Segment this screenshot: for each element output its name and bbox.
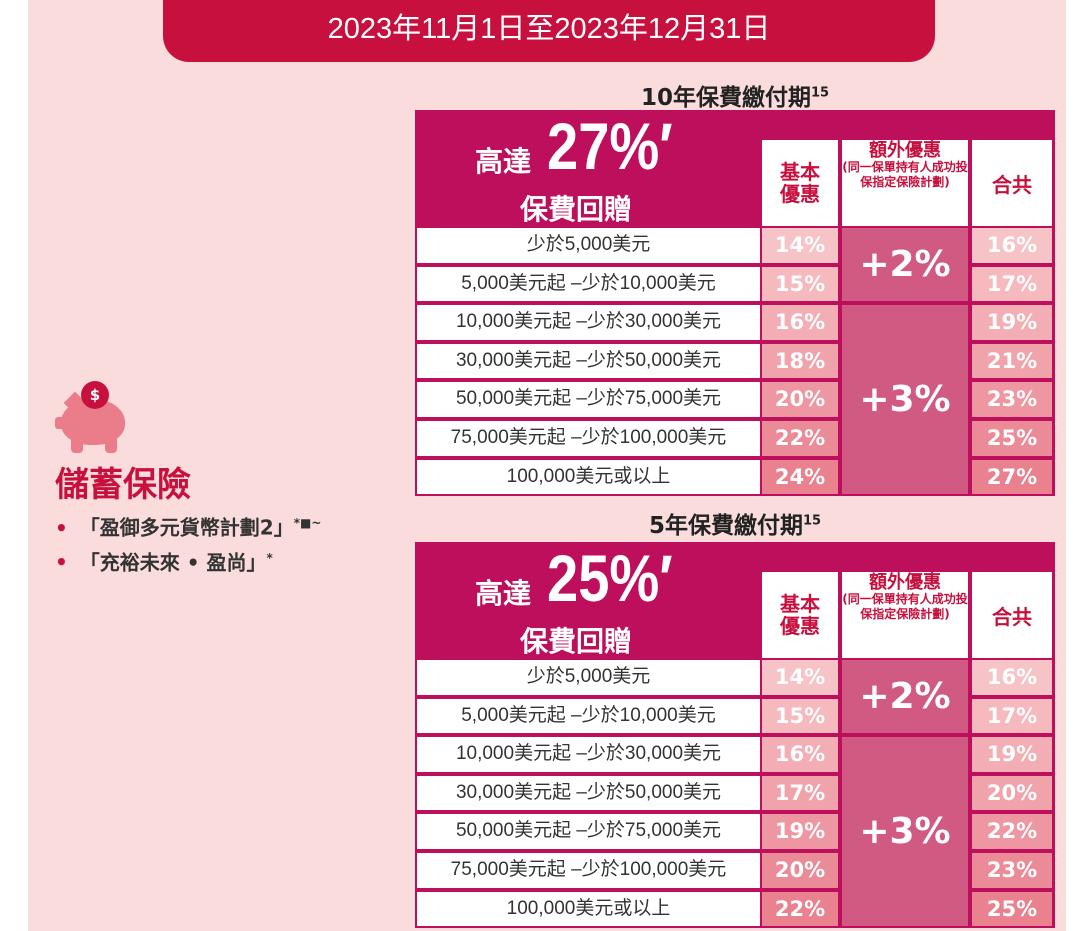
table-row: 50,000美元起 –少於75,000美元 20% 23% <box>415 380 1055 419</box>
table-row: 50,000美元起 –少於75,000美元 19% 22% <box>415 812 1055 851</box>
table-title: 5年保費繳付期15 <box>648 513 822 539</box>
total-rebate: 25% <box>972 891 1052 927</box>
rebate-table: 高達 25%′ 保費回贈 基本優惠 額外優惠 (同一保單持有人成功投保指定保險計劃… <box>415 541 1055 929</box>
headline-percent: 25%′ <box>547 541 673 615</box>
extra-rebate: +2% <box>842 228 968 302</box>
total-rebate: 25% <box>972 420 1052 456</box>
table-row: 10,000美元起 –少於30,000美元 16% 19% <box>415 735 1055 774</box>
base-rebate: 20% <box>762 382 838 417</box>
base-rebate: 16% <box>762 305 838 340</box>
extra-rebate: +2% <box>842 660 968 734</box>
savings-insurance-section: $ 儲蓄保險 • 「盈御多元貨幣計劃2」*■~ • 「充裕未來 • 盈尚」* <box>55 375 321 575</box>
amount-range: 100,000美元或以上 <box>417 891 760 927</box>
amount-range: 5,000美元起 –少於10,000美元 <box>417 698 760 734</box>
total-rebate: 20% <box>972 775 1052 811</box>
total-rebate: 23% <box>972 382 1052 417</box>
header-base: 基本優惠 <box>762 572 838 658</box>
header-extra: 額外優惠 (同一保單持有人成功投保指定保險計劃) <box>842 140 968 226</box>
table-row: 少於5,000美元 14% 16% <box>415 226 1055 265</box>
amount-range: 100,000美元或以上 <box>417 459 760 495</box>
plan-item: • 「盈御多元貨幣計劃2」*■~ <box>55 515 322 540</box>
total-rebate: 19% <box>972 737 1052 772</box>
table-body: 少於5,000美元 14% 16% 5,000美元起 –少於10,000美元 1… <box>415 658 1055 928</box>
base-rebate: 24% <box>762 459 838 495</box>
dollar-coin-icon: $ <box>81 381 109 409</box>
footnote-mark: * <box>266 550 273 565</box>
header-total: 合共 <box>972 572 1052 658</box>
amount-range: 10,000美元起 –少於30,000美元 <box>417 737 760 772</box>
total-rebate: 17% <box>972 266 1052 302</box>
table-title: 10年保費繳付期15 <box>640 85 830 111</box>
base-rebate: 18% <box>762 343 838 379</box>
total-rebate: 21% <box>972 343 1052 379</box>
table-header: 高達 27%′ 保費回贈 基本優惠 額外優惠 (同一保單持有人成功投保指定保險計劃… <box>415 109 1055 226</box>
amount-range: 少於5,000美元 <box>417 228 760 263</box>
table-row: 10,000美元起 –少於30,000美元 16% 19% <box>415 303 1055 342</box>
amount-range: 75,000美元起 –少於100,000美元 <box>417 420 760 456</box>
table-body: 少於5,000美元 14% 16% 5,000美元起 –少於10,000美元 1… <box>415 226 1055 496</box>
table-row: 75,000美元起 –少於100,000美元 20% 23% <box>415 851 1055 890</box>
table-row: 5,000美元起 –少於10,000美元 15% 17% <box>415 697 1055 736</box>
base-rebate: 22% <box>762 891 838 927</box>
amount-range: 50,000美元起 –少於75,000美元 <box>417 814 760 849</box>
amount-range: 10,000美元起 –少於30,000美元 <box>417 305 760 340</box>
total-rebate: 16% <box>972 660 1052 695</box>
total-rebate: 17% <box>972 698 1052 734</box>
header-total: 合共 <box>972 140 1052 226</box>
amount-range: 30,000美元起 –少於50,000美元 <box>417 775 760 811</box>
plan-name: 「充裕未來 • 盈尚」 <box>79 550 267 575</box>
header-extra: 額外優惠 (同一保單持有人成功投保指定保險計劃) <box>842 572 968 658</box>
headline: 高達 27%′ 保費回贈 <box>415 109 760 226</box>
amount-range: 少於5,000美元 <box>417 660 760 695</box>
headline-prefix: 高達 <box>475 145 532 178</box>
amount-range: 75,000美元起 –少於100,000美元 <box>417 852 760 888</box>
promo-period-banner: 2023年11月1日至2023年12月31日 <box>163 0 935 62</box>
amount-range: 30,000美元起 –少於50,000美元 <box>417 343 760 379</box>
plan-name: 「盈御多元貨幣計劃2」 <box>79 515 294 540</box>
base-rebate: 19% <box>762 814 838 849</box>
total-rebate: 19% <box>972 305 1052 340</box>
total-rebate: 27% <box>972 459 1052 495</box>
base-rebate: 14% <box>762 660 838 695</box>
total-rebate: 16% <box>972 228 1052 263</box>
total-rebate: 23% <box>972 852 1052 888</box>
rebate-table: 高達 27%′ 保費回贈 基本優惠 額外優惠 (同一保單持有人成功投保指定保險計劃… <box>415 109 1055 497</box>
headline-suffix: 保費回贈 <box>520 625 633 658</box>
base-rebate: 16% <box>762 737 838 772</box>
amount-range: 50,000美元起 –少於75,000美元 <box>417 382 760 417</box>
plan-item: • 「充裕未來 • 盈尚」* <box>55 550 273 575</box>
base-rebate: 15% <box>762 698 838 734</box>
base-rebate: 17% <box>762 775 838 811</box>
headline-percent: 27%′ <box>547 109 673 183</box>
table-row: 少於5,000美元 14% 16% <box>415 658 1055 697</box>
table-row: 100,000美元或以上 22% 25% <box>415 890 1055 929</box>
table-row: 75,000美元起 –少於100,000美元 22% 25% <box>415 419 1055 458</box>
base-rebate: 15% <box>762 266 838 302</box>
table-row: 5,000美元起 –少於10,000美元 15% 17% <box>415 265 1055 304</box>
base-rebate: 20% <box>762 852 838 888</box>
headline-suffix: 保費回贈 <box>520 193 633 226</box>
total-rebate: 22% <box>972 814 1052 849</box>
base-rebate: 14% <box>762 228 838 263</box>
table-row: 30,000美元起 –少於50,000美元 17% 20% <box>415 774 1055 813</box>
header-base: 基本優惠 <box>762 140 838 226</box>
headline-prefix: 高達 <box>475 577 532 610</box>
section-title: 儲蓄保險 <box>55 465 191 505</box>
piggy-bank-icon: $ <box>55 375 135 455</box>
table-row: 100,000美元或以上 24% 27% <box>415 458 1055 497</box>
table-row: 30,000美元起 –少於50,000美元 18% 21% <box>415 342 1055 381</box>
table-header: 高達 25%′ 保費回贈 基本優惠 額外優惠 (同一保單持有人成功投保指定保險計劃… <box>415 541 1055 658</box>
footnote-mark: *■~ <box>293 516 322 530</box>
amount-range: 5,000美元起 –少於10,000美元 <box>417 266 760 302</box>
extra-rebate: +3% <box>842 737 968 927</box>
extra-rebate: +3% <box>842 305 968 495</box>
base-rebate: 22% <box>762 420 838 456</box>
headline: 高達 25%′ 保費回贈 <box>415 541 760 658</box>
